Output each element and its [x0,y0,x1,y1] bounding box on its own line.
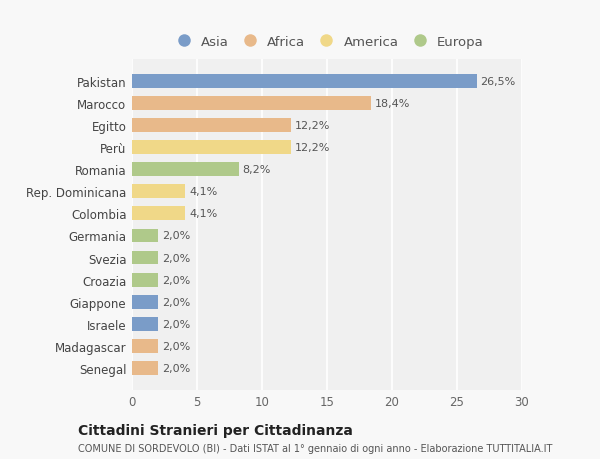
Text: Cittadini Stranieri per Cittadinanza: Cittadini Stranieri per Cittadinanza [78,423,353,437]
Bar [132,97,371,111]
Bar [132,251,158,265]
Bar [132,273,158,287]
Text: 2,0%: 2,0% [162,341,190,351]
Bar [132,185,185,199]
Text: 18,4%: 18,4% [375,99,410,109]
Text: 26,5%: 26,5% [481,77,515,86]
Text: 2,0%: 2,0% [162,297,190,307]
Text: COMUNE DI SORDEVOLO (BI) - Dati ISTAT al 1° gennaio di ogni anno - Elaborazione : COMUNE DI SORDEVOLO (BI) - Dati ISTAT al… [78,443,553,453]
Text: 2,0%: 2,0% [162,364,190,373]
Bar [132,295,158,309]
Bar [132,207,185,221]
Text: 2,0%: 2,0% [162,275,190,285]
Text: 12,2%: 12,2% [295,121,330,131]
Bar [132,229,158,243]
Text: 4,1%: 4,1% [189,187,217,197]
Bar [132,141,290,155]
Bar [132,361,158,375]
Bar [132,75,476,89]
Text: 4,1%: 4,1% [189,209,217,219]
Text: 8,2%: 8,2% [242,165,271,175]
Bar [132,317,158,331]
Bar [132,339,158,353]
Text: 2,0%: 2,0% [162,231,190,241]
Text: 12,2%: 12,2% [295,143,330,153]
Legend: Asia, Africa, America, Europa: Asia, Africa, America, Europa [168,33,486,51]
Bar [132,163,239,177]
Text: 2,0%: 2,0% [162,253,190,263]
Bar [132,119,290,133]
Text: 2,0%: 2,0% [162,319,190,329]
